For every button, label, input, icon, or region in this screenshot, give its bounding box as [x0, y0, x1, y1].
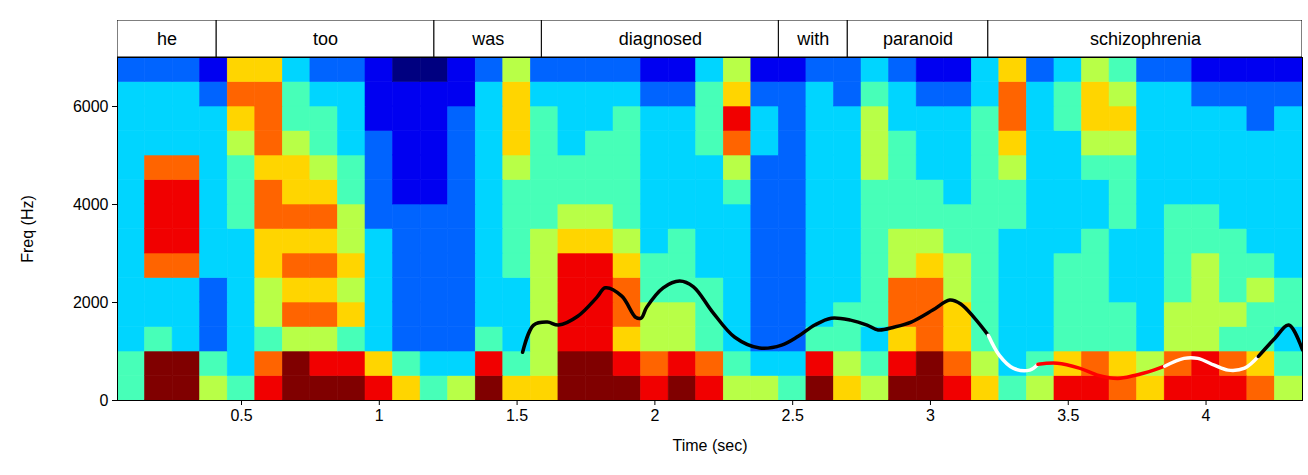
- svg-text:with: with: [796, 29, 829, 49]
- svg-text:4: 4: [1202, 407, 1211, 424]
- svg-text:6000: 6000: [73, 98, 109, 115]
- svg-text:2000: 2000: [73, 294, 109, 311]
- svg-text:0.5: 0.5: [230, 407, 252, 424]
- svg-text:paranoid: paranoid: [883, 29, 953, 49]
- svg-text:Time (sec): Time (sec): [673, 437, 748, 454]
- svg-text:3.5: 3.5: [1057, 407, 1079, 424]
- svg-text:schizophrenia: schizophrenia: [1090, 29, 1202, 49]
- svg-text:2.5: 2.5: [782, 407, 804, 424]
- svg-text:he: he: [157, 29, 177, 49]
- svg-text:too: too: [313, 29, 338, 49]
- svg-text:was: was: [471, 29, 504, 49]
- svg-text:3: 3: [926, 407, 935, 424]
- svg-text:1: 1: [375, 407, 384, 424]
- svg-text:diagnosed: diagnosed: [619, 29, 702, 49]
- svg-text:0: 0: [100, 392, 109, 409]
- svg-text:Freq (Hz): Freq (Hz): [19, 195, 36, 263]
- svg-text:4000: 4000: [73, 196, 109, 213]
- svg-text:2: 2: [650, 407, 659, 424]
- svg-text:1.5: 1.5: [506, 407, 528, 424]
